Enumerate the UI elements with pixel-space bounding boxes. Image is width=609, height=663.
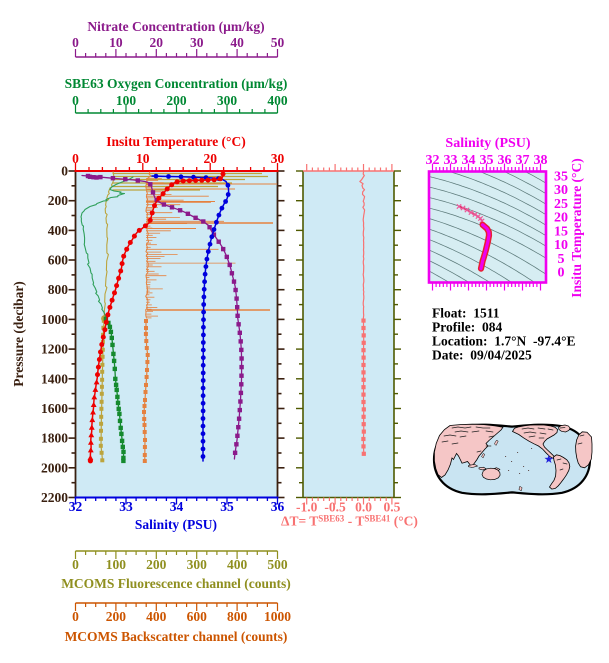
svg-text:Pressure (decibar): Pressure (decibar) [11,281,26,387]
svg-text:10: 10 [136,151,150,166]
svg-text:0: 0 [72,35,79,50]
svg-text:200: 200 [48,193,69,208]
svg-text:0: 0 [72,151,79,166]
svg-text:Date: 09/04/2025: Date: 09/04/2025 [432,348,532,363]
svg-text:800: 800 [227,609,248,624]
svg-text:Salinity (PSU): Salinity (PSU) [445,136,531,151]
svg-text:20: 20 [150,35,164,50]
svg-text:100: 100 [106,557,127,572]
svg-text:37: 37 [516,153,530,168]
svg-text:0: 0 [72,609,79,624]
svg-text:-0.5: -0.5 [324,500,346,515]
svg-text:30: 30 [271,151,285,166]
svg-text:Profile: 084: Profile: 084 [432,320,502,335]
svg-text:25: 25 [554,197,568,212]
svg-text:30: 30 [554,183,568,198]
svg-text:400: 400 [48,223,69,238]
svg-text:1000: 1000 [41,312,68,327]
svg-text:1200: 1200 [41,342,68,357]
svg-text:400: 400 [227,557,248,572]
svg-text:50: 50 [271,35,285,50]
svg-text:600: 600 [48,253,69,268]
svg-text:40: 40 [230,35,244,50]
svg-text:33: 33 [119,499,133,514]
svg-text:Location: 1.7°N -97.4°E: Location: 1.7°N -97.4°E [432,334,576,349]
svg-text:400: 400 [267,93,288,108]
svg-text:400: 400 [146,609,167,624]
svg-text:Insitu Temperature (°C): Insitu Temperature (°C) [569,158,584,297]
svg-text:33: 33 [444,153,458,168]
svg-text:2000: 2000 [41,460,68,475]
svg-text:38: 38 [534,153,548,168]
svg-text:2200: 2200 [41,490,68,505]
svg-text:200: 200 [106,609,127,624]
svg-text:1400: 1400 [41,371,68,386]
svg-text:100: 100 [116,93,137,108]
svg-text:Insitu Temperature (°C): Insitu Temperature (°C) [106,134,245,149]
svg-text:200: 200 [146,557,167,572]
svg-text:0: 0 [72,557,79,572]
svg-text:1600: 1600 [41,401,68,416]
svg-text:35: 35 [480,153,494,168]
svg-text:34: 34 [462,153,476,168]
svg-text:1800: 1800 [41,431,68,446]
svg-text:Float: 1511: Float: 1511 [432,306,500,321]
svg-text:-1.0: -1.0 [296,500,318,515]
svg-text:500: 500 [267,557,288,572]
svg-text:MCOMS Fluorescence channel (co: MCOMS Fluorescence channel (counts) [61,576,291,591]
svg-text:30: 30 [190,35,204,50]
svg-text:Nitrate Concentration (µm/kg): Nitrate Concentration (µm/kg) [87,19,264,34]
svg-text:0: 0 [61,164,68,179]
svg-text:600: 600 [187,609,208,624]
svg-text:34: 34 [170,499,184,514]
svg-text:35: 35 [220,499,234,514]
svg-text:20: 20 [554,211,568,226]
svg-text:20: 20 [203,151,217,166]
svg-text:0: 0 [558,266,565,281]
svg-text:MCOMS Backscatter channel (cou: MCOMS Backscatter channel (counts) [65,629,288,644]
svg-text:10: 10 [109,35,123,50]
svg-text:32: 32 [426,153,440,168]
svg-text:5: 5 [558,252,565,267]
svg-text:36: 36 [271,499,285,514]
svg-text:15: 15 [554,224,568,239]
svg-text:0.0: 0.0 [355,500,372,515]
svg-text:SBE63 Oxygen Concentration (µm: SBE63 Oxygen Concentration (µm/kg) [65,76,288,91]
svg-text:Salinity (PSU): Salinity (PSU) [135,517,217,532]
svg-text:10: 10 [554,238,568,253]
svg-text:800: 800 [48,282,69,297]
svg-text:1000: 1000 [264,609,291,624]
svg-text:36: 36 [498,153,512,168]
svg-text:0: 0 [72,93,79,108]
svg-text:0.5: 0.5 [383,500,400,515]
svg-text:ΔT= TSBE63 - TSBE41 (°C): ΔT= TSBE63 - TSBE41 (°C) [281,514,418,529]
svg-text:35: 35 [554,169,568,184]
svg-text:300: 300 [187,557,208,572]
svg-text:300: 300 [217,93,238,108]
svg-text:200: 200 [166,93,187,108]
svg-text:32: 32 [69,499,83,514]
